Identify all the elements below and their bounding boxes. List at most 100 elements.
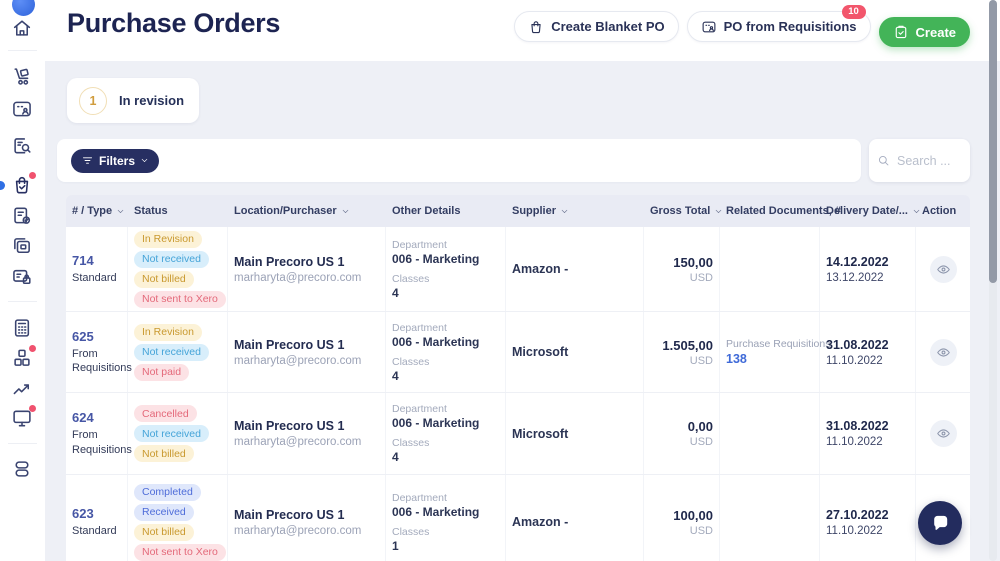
view-po-button[interactable] bbox=[929, 255, 957, 283]
po-row-625[interactable]: 625 From Requisitions In Revision Not recei… bbox=[66, 312, 970, 393]
sidebar-item-home[interactable] bbox=[11, 17, 33, 39]
cubes-icon bbox=[11, 347, 33, 369]
po-number-link[interactable]: 625 bbox=[72, 328, 94, 344]
status-badge-not-sent-to-xero: Not sent to Xero bbox=[134, 543, 226, 561]
detail-label: Classes bbox=[392, 355, 430, 368]
eye-icon bbox=[936, 345, 951, 360]
sidebar-item-id-card[interactable] bbox=[11, 98, 33, 120]
detail-value: 4 bbox=[392, 368, 399, 383]
filters-button[interactable]: Filters bbox=[71, 148, 160, 173]
status-badge-in-revision: In Revision bbox=[134, 323, 202, 341]
page-title: Purchase Orders bbox=[67, 8, 281, 38]
gross-total: 100,00 bbox=[673, 507, 713, 523]
document-search-icon bbox=[11, 135, 33, 157]
filter-icon bbox=[81, 154, 94, 167]
location-name: Main Precoro US 1 bbox=[234, 419, 345, 433]
sidebar-item-cubes[interactable] bbox=[11, 345, 36, 369]
sidebar-item-shopping-bag-check[interactable] bbox=[0, 172, 36, 196]
column-label: Location/Purchaser bbox=[234, 205, 337, 217]
monitor-icon bbox=[11, 407, 33, 429]
po-number-link[interactable]: 624 bbox=[72, 410, 94, 426]
notification-dot bbox=[29, 405, 36, 412]
column-header-type[interactable]: # / Type bbox=[66, 195, 128, 227]
app-logo[interactable] bbox=[12, 0, 35, 16]
sidebar-item-line-chart[interactable] bbox=[11, 378, 33, 400]
active-indicator bbox=[0, 181, 5, 190]
detail-group: Department 006 - Marketing bbox=[392, 322, 499, 349]
sort-chevron-icon bbox=[116, 207, 125, 216]
view-po-button[interactable] bbox=[929, 338, 957, 366]
scrollbar-track[interactable] bbox=[989, 0, 997, 561]
view-po-button[interactable] bbox=[929, 420, 957, 447]
location-name: Main Precoro US 1 bbox=[234, 507, 345, 522]
sidebar-item-card-lock[interactable] bbox=[11, 266, 33, 288]
detail-group: Classes 4 bbox=[392, 437, 499, 464]
column-header-other-details: Other Details bbox=[386, 195, 506, 227]
detail-label: Department bbox=[392, 238, 447, 251]
sort-chevron-icon bbox=[714, 207, 723, 216]
location-name: Main Precoro US 1 bbox=[234, 337, 345, 352]
po-row-623[interactable]: 623 Standard Completed Received Not billed No… bbox=[66, 475, 970, 561]
supplier-name: Amazon - bbox=[512, 262, 569, 276]
po-type: From Requisitions bbox=[72, 347, 132, 374]
create-button[interactable]: Create bbox=[878, 17, 970, 47]
sidebar bbox=[0, 0, 45, 561]
detail-label: Department bbox=[392, 491, 447, 504]
detail-label: Department bbox=[392, 321, 447, 334]
po-row-624[interactable]: 624 From Requisitions Cancelled Not receive… bbox=[66, 393, 970, 475]
column-label: Status bbox=[134, 205, 168, 217]
page-header: Purchase Orders Create Blanket PO PO fro… bbox=[45, 0, 1000, 61]
status-badge-not-billed: Not billed bbox=[134, 445, 194, 462]
secondary-date: 11.10.2022 bbox=[826, 354, 883, 367]
po-from-requisitions-label: PO from Requisitions bbox=[723, 19, 857, 34]
related-doc-link[interactable]: 138 bbox=[726, 352, 747, 366]
po-from-requisitions-button[interactable]: PO from Requisitions 10 bbox=[686, 5, 871, 42]
column-label: Delivery Date/... bbox=[826, 205, 908, 217]
scrollbar-thumb[interactable] bbox=[989, 0, 997, 283]
po-row-714[interactable]: 714 Standard In Revision Not received Not bi… bbox=[66, 227, 970, 312]
currency: USD bbox=[689, 524, 713, 537]
sidebar-item-hand-truck[interactable] bbox=[11, 66, 33, 88]
currency: USD bbox=[689, 436, 713, 448]
detail-group: Classes 4 bbox=[392, 356, 499, 383]
location-name: Main Precoro US 1 bbox=[234, 254, 345, 269]
filters-label: Filters bbox=[99, 153, 136, 168]
sidebar-item-document-search[interactable] bbox=[11, 135, 33, 157]
column-header-action: Action bbox=[916, 195, 970, 227]
calculator-icon bbox=[11, 317, 33, 339]
po-number-link[interactable]: 714 bbox=[72, 252, 94, 268]
column-header-gross-total[interactable]: Gross Total bbox=[644, 195, 723, 227]
column-label: Gross Total bbox=[650, 205, 711, 217]
notification-dot bbox=[29, 345, 36, 352]
shopping-bag-check-icon bbox=[11, 174, 33, 196]
detail-value: 006 - Marketing bbox=[392, 504, 480, 519]
search-box[interactable] bbox=[869, 139, 970, 182]
column-label: Related Documents, # bbox=[726, 205, 841, 217]
sidebar-item-calculator[interactable] bbox=[11, 317, 33, 339]
create-blanket-po-button[interactable]: Create Blanket PO bbox=[514, 11, 679, 42]
detail-group: Department 006 - Marketing bbox=[392, 403, 499, 430]
sidebar-item-copy-cards[interactable] bbox=[11, 235, 33, 257]
delivery-date: 14.12.2022 bbox=[826, 254, 889, 269]
sidebar-item-monitor[interactable] bbox=[11, 405, 36, 429]
chat-widget-button[interactable] bbox=[918, 501, 962, 545]
sidebar-item-document-check[interactable] bbox=[11, 205, 33, 227]
detail-value: 006 - Marketing bbox=[392, 251, 480, 266]
sort-chevron-icon bbox=[560, 207, 569, 216]
status-badge-not-billed: Not billed bbox=[134, 270, 194, 288]
in-revision-summary-card[interactable]: 1 In revision bbox=[67, 78, 199, 123]
status-badge-cancelled: Cancelled bbox=[134, 405, 197, 422]
column-label: Other Details bbox=[392, 205, 461, 217]
column-header-delivery-date[interactable]: Delivery Date/... bbox=[820, 195, 920, 227]
search-input[interactable] bbox=[895, 152, 961, 169]
bag-icon bbox=[528, 19, 544, 35]
sidebar-item-stack[interactable] bbox=[11, 458, 33, 480]
column-header-location-purchaser[interactable]: Location/Purchaser bbox=[228, 195, 386, 227]
column-header-supplier[interactable]: Supplier bbox=[506, 195, 644, 227]
header-actions: Create Blanket PO PO from Requisitions 1… bbox=[514, 5, 970, 47]
po-number-link[interactable]: 623 bbox=[72, 505, 94, 521]
detail-label: Classes bbox=[392, 437, 430, 449]
status-badge-not-received: Not received bbox=[134, 250, 209, 268]
copy-cards-icon bbox=[11, 235, 33, 257]
in-revision-count: 1 bbox=[79, 86, 107, 115]
